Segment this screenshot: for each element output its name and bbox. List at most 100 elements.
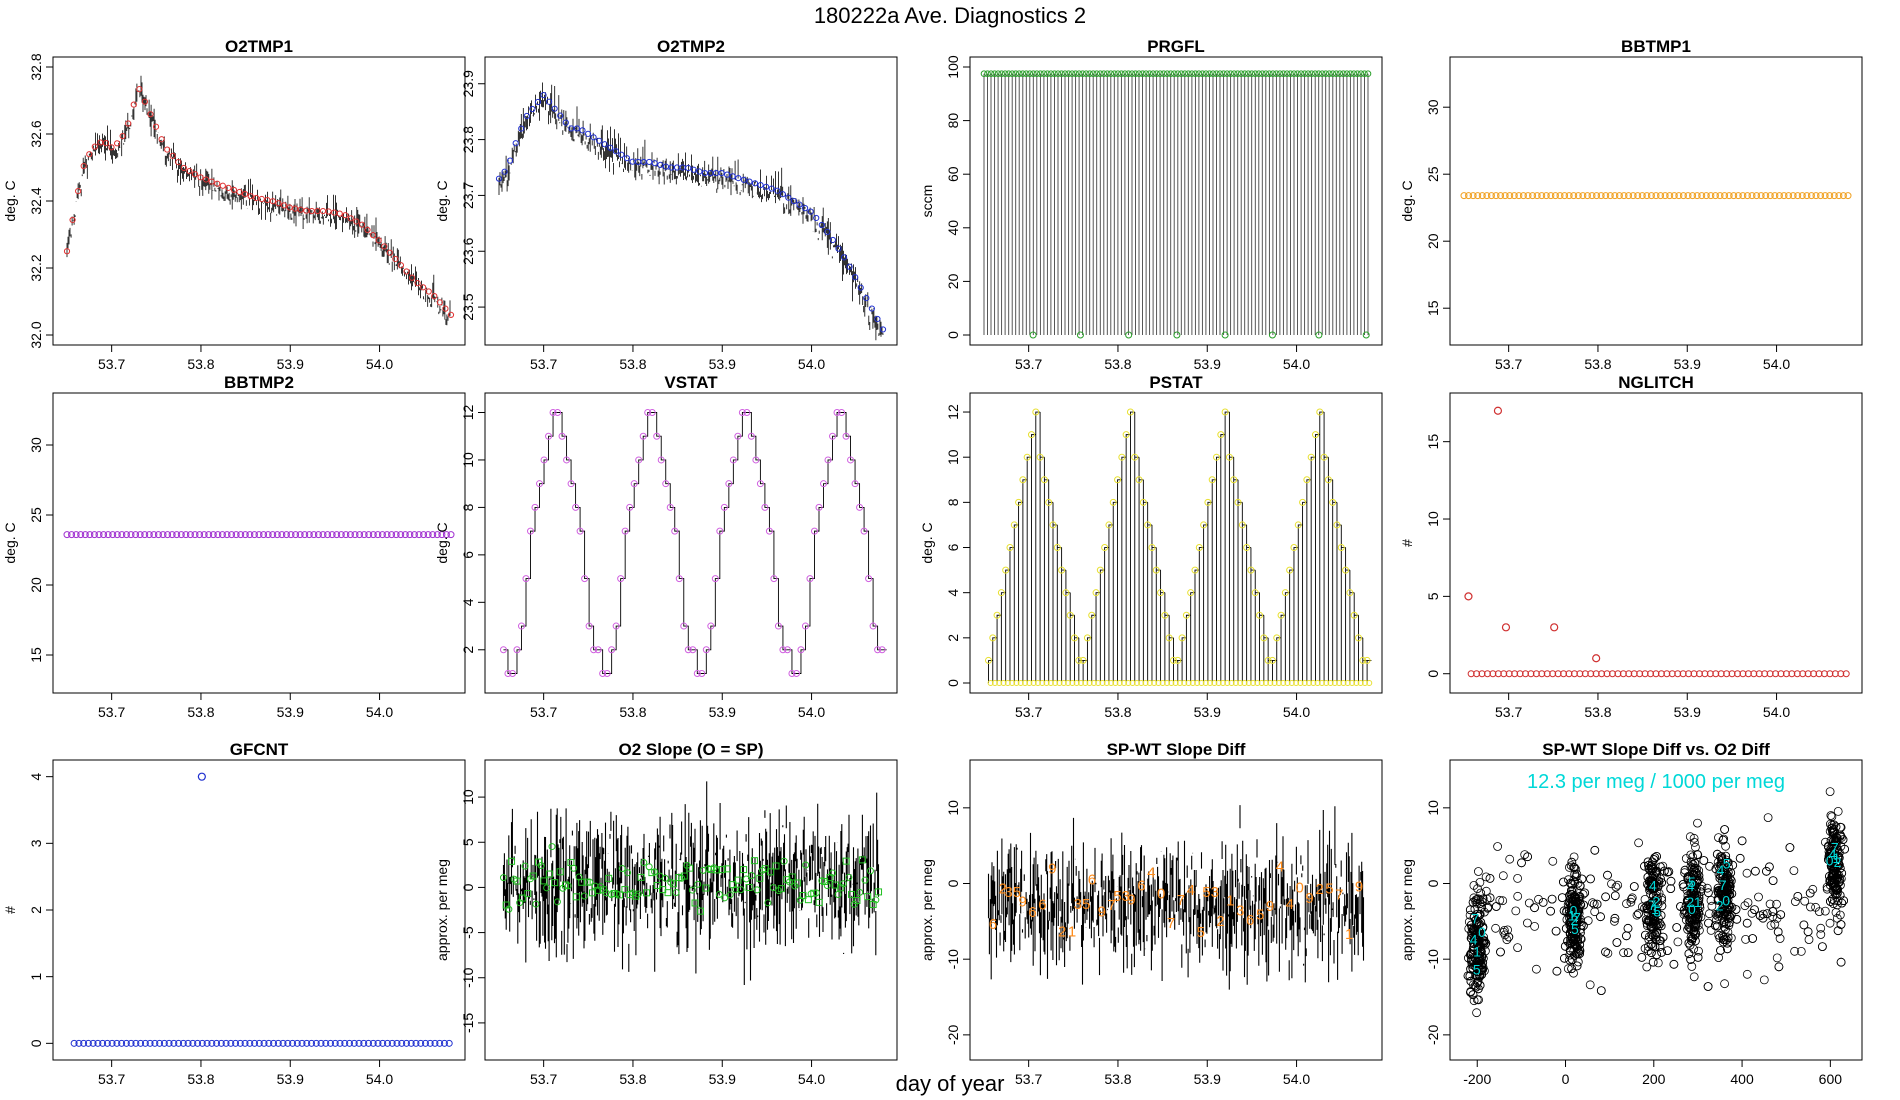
data-point bbox=[414, 280, 421, 287]
data-point bbox=[1280, 70, 1287, 77]
data-label: 7 bbox=[1167, 915, 1175, 932]
data-point bbox=[1826, 670, 1834, 678]
data-point bbox=[518, 125, 525, 132]
data-point bbox=[160, 1039, 168, 1047]
x-tick-label: 53.8 bbox=[1104, 704, 1131, 720]
data-point bbox=[1768, 876, 1778, 885]
data-point bbox=[80, 1039, 88, 1047]
data-point bbox=[1505, 854, 1515, 864]
data-point bbox=[1337, 544, 1345, 552]
data-point bbox=[392, 531, 400, 539]
highlight-label: 7 bbox=[1573, 909, 1581, 925]
data-point bbox=[1689, 869, 1698, 879]
data-point bbox=[237, 531, 245, 539]
data-point bbox=[629, 158, 636, 165]
data-point bbox=[1728, 670, 1736, 678]
data-point bbox=[1255, 70, 1263, 77]
plot-frame bbox=[969, 759, 1383, 1061]
data-point bbox=[1363, 656, 1371, 664]
data-point bbox=[1362, 331, 1370, 339]
data-point bbox=[540, 91, 547, 99]
data-point bbox=[1311, 70, 1319, 77]
data-point bbox=[696, 907, 704, 915]
data-point bbox=[1139, 70, 1146, 77]
data-point bbox=[545, 98, 553, 105]
data-point bbox=[1487, 192, 1495, 200]
data-point bbox=[1833, 807, 1843, 816]
data-point bbox=[1476, 947, 1486, 957]
data-point bbox=[1601, 892, 1610, 902]
data-point bbox=[431, 1039, 439, 1047]
data-point bbox=[1075, 70, 1083, 77]
data-point bbox=[1043, 680, 1050, 686]
data-point bbox=[1799, 670, 1807, 678]
data-point bbox=[1570, 940, 1580, 949]
data-point bbox=[1685, 940, 1695, 950]
data-point bbox=[1503, 925, 1512, 935]
data-point bbox=[742, 875, 750, 883]
y-tick-label: 23.5 bbox=[460, 293, 476, 320]
y-tick-label: 32.8 bbox=[28, 53, 44, 80]
data-point bbox=[383, 1039, 391, 1047]
data-point bbox=[130, 101, 137, 108]
highlight-label: 2 bbox=[1834, 854, 1842, 870]
data-point bbox=[1634, 192, 1642, 200]
data-point bbox=[1527, 670, 1535, 678]
highlight-label: 1 bbox=[1832, 850, 1840, 866]
x-tick-label: 54.0 bbox=[798, 704, 825, 720]
data-point bbox=[1478, 192, 1486, 200]
data-point bbox=[1005, 70, 1012, 77]
data-point bbox=[1721, 890, 1731, 900]
data-point bbox=[718, 169, 725, 177]
x-tick-label: 53.7 bbox=[530, 356, 557, 372]
data-point bbox=[1142, 680, 1149, 686]
data-point bbox=[1027, 431, 1035, 439]
data-point bbox=[1340, 70, 1347, 77]
data-point bbox=[1560, 953, 1569, 963]
highlight-label: 1 bbox=[1651, 901, 1659, 917]
data-point bbox=[1191, 566, 1199, 574]
data-point bbox=[521, 862, 529, 870]
data-point bbox=[264, 531, 272, 539]
data-point bbox=[1256, 611, 1264, 619]
data-point bbox=[1652, 906, 1662, 916]
data-point bbox=[653, 881, 661, 889]
data-point bbox=[1195, 70, 1203, 77]
data-point bbox=[842, 432, 850, 440]
data-point bbox=[1227, 70, 1234, 77]
data-point bbox=[732, 886, 740, 894]
data-point bbox=[879, 326, 887, 333]
data-point bbox=[1516, 670, 1524, 678]
data-point bbox=[984, 656, 992, 664]
data-point bbox=[1481, 872, 1491, 882]
data-point bbox=[1036, 453, 1044, 461]
data-point bbox=[1469, 939, 1478, 948]
data-point bbox=[570, 864, 578, 872]
data-point bbox=[675, 575, 683, 583]
data-point bbox=[874, 315, 881, 323]
highlight-label: 5 bbox=[1473, 961, 1481, 977]
data-point bbox=[1572, 961, 1582, 971]
data-point bbox=[1322, 70, 1330, 77]
x-tick-label: 53.9 bbox=[709, 1071, 736, 1087]
data-point bbox=[864, 893, 872, 901]
plot-frame bbox=[484, 392, 898, 694]
data-point bbox=[1529, 192, 1537, 200]
data-point bbox=[1714, 953, 1723, 962]
y-tick-label: 10 bbox=[945, 449, 961, 465]
data-point bbox=[1826, 819, 1835, 829]
data-point bbox=[337, 531, 345, 539]
data-point bbox=[1689, 972, 1699, 982]
data-label: 4 bbox=[1276, 858, 1284, 875]
data-point bbox=[1689, 192, 1697, 200]
data-point bbox=[1125, 331, 1133, 339]
data-point bbox=[543, 884, 551, 892]
data-point bbox=[1037, 70, 1044, 77]
highlight-label: 2 bbox=[1652, 893, 1660, 909]
data-point bbox=[1685, 670, 1693, 678]
data-point bbox=[1834, 851, 1843, 861]
data-point bbox=[835, 245, 842, 252]
data-point bbox=[219, 182, 226, 189]
highlight-label: 1 bbox=[1473, 943, 1481, 959]
data-point bbox=[1701, 670, 1709, 678]
